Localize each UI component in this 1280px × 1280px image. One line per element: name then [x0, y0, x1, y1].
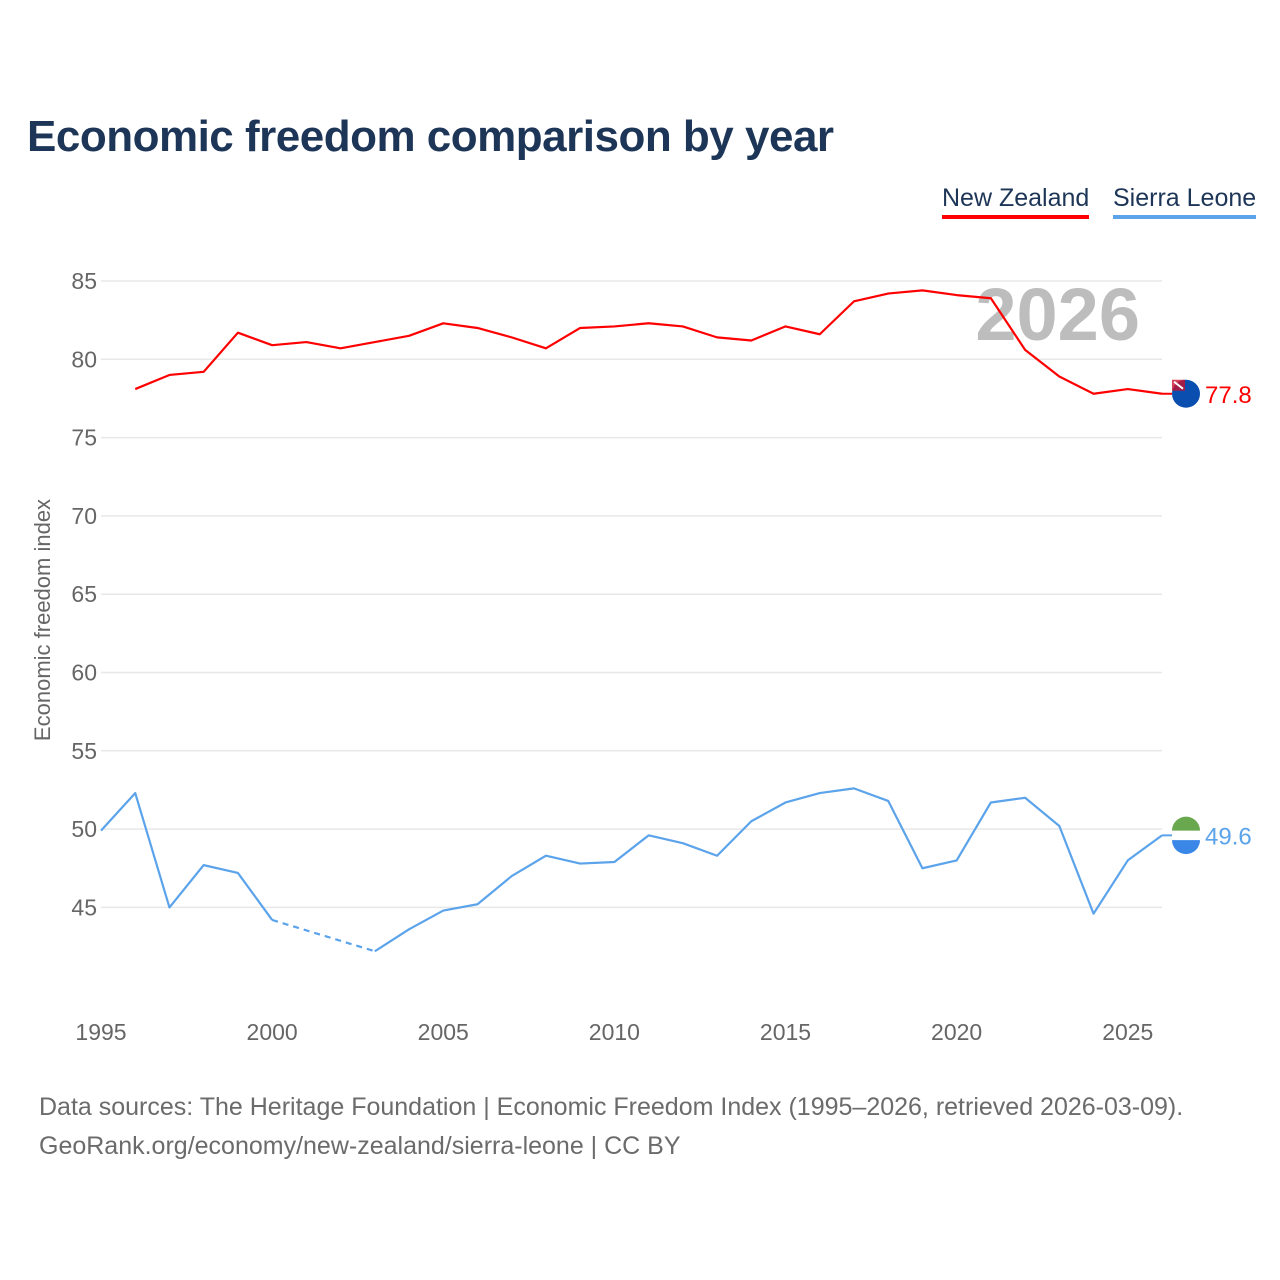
x-tick-label: 2000 — [247, 1019, 298, 1045]
series-line-sierra-leone — [100, 791, 274, 921]
source-url-text: GeoRank.org/economy/new-zealand/sierra-l… — [39, 1132, 681, 1160]
x-tick-label: 2010 — [589, 1019, 640, 1045]
end-value-label: 77.8 — [1205, 382, 1252, 409]
chart-title: Economic freedom comparison by year — [27, 112, 834, 161]
x-tick-label: 2020 — [931, 1019, 982, 1045]
legend-sierra-leone[interactable]: Sierra Leone — [1113, 184, 1257, 219]
year-watermark: 2026 — [975, 273, 1140, 356]
y-tick-label: 55 — [71, 738, 97, 764]
x-tick-label: 2025 — [1102, 1019, 1153, 1045]
y-tick-label: 45 — [71, 894, 97, 920]
legend-new-zealand[interactable]: New Zealand — [942, 184, 1090, 219]
series-gap-dashed — [271, 918, 376, 953]
x-tick-label: 1995 — [75, 1019, 126, 1045]
y-axis-label: Economic freedom index — [30, 499, 55, 741]
y-tick-label: 50 — [71, 816, 97, 842]
new-zealand-flag-cross — [1173, 380, 1184, 390]
y-tick-label: 70 — [71, 503, 97, 529]
data-source-text: Data sources: The Heritage Foundation | … — [39, 1093, 1184, 1121]
footer: Data sources: The Heritage Foundation | … — [39, 1088, 1183, 1166]
y-tick-label: 80 — [71, 346, 97, 372]
x-tick-label: 2015 — [760, 1019, 811, 1045]
y-tick-label: 60 — [71, 660, 97, 686]
series-line-new-zealand — [134, 289, 1163, 395]
y-tick-label: 75 — [71, 425, 97, 451]
y-tick-label: 85 — [71, 268, 97, 294]
sierra-leone-flag-green — [1172, 816, 1200, 831]
y-tick-label: 65 — [71, 581, 97, 607]
sierra-leone-flag-blue — [1172, 840, 1200, 855]
end-value-label: 49.6 — [1205, 823, 1252, 850]
x-tick-label: 2005 — [418, 1019, 469, 1045]
series-line-sierra-leone — [374, 787, 1163, 953]
